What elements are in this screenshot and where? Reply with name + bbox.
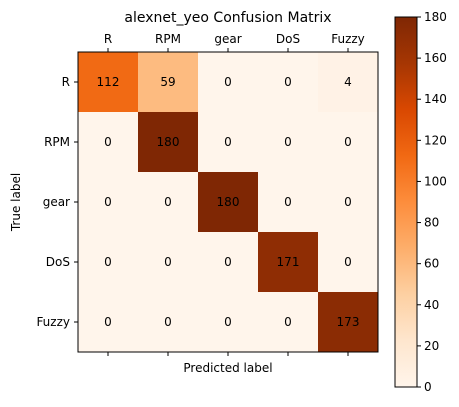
x-tick-label: DoS	[276, 32, 300, 46]
heatmap-cell	[258, 52, 319, 113]
heatmap-cells	[78, 52, 379, 353]
cell-value-label: 0	[104, 315, 112, 329]
cell-value-label: 180	[157, 135, 180, 149]
heatmap-cell	[198, 52, 259, 113]
heatmap-cell	[138, 172, 199, 233]
cell-value-label: 0	[284, 195, 292, 209]
cell-value-label: 4	[344, 75, 352, 89]
heatmap-cell	[78, 112, 139, 173]
heatmap-cell	[78, 172, 139, 233]
x-tick-label: Fuzzy	[331, 32, 365, 46]
cell-value-label: 0	[224, 255, 232, 269]
cell-value-label: 0	[344, 195, 352, 209]
heatmap-cell	[258, 172, 319, 233]
chart-title: alexnet_yeo Confusion Matrix	[124, 10, 331, 26]
colorbar-tick-label: 100	[424, 174, 447, 188]
y-tick-label: R	[62, 75, 70, 89]
cell-value-label: 0	[284, 75, 292, 89]
heatmap-cell	[318, 232, 379, 293]
cell-value-label: 180	[217, 195, 240, 209]
heatmap-cell	[318, 52, 379, 113]
y-tick-label: gear	[43, 195, 70, 209]
colorbar-tick-label: 140	[424, 92, 447, 106]
cell-value-label: 0	[104, 195, 112, 209]
cell-value-label: 0	[284, 315, 292, 329]
y-tick-label: Fuzzy	[36, 315, 70, 329]
colorbar-tick-label: 160	[424, 51, 447, 65]
x-tick-label: gear	[214, 32, 241, 46]
cell-value-label: 0	[164, 255, 172, 269]
colorbar	[394, 16, 418, 388]
colorbar-tick-label: 60	[424, 257, 439, 271]
cell-value-label: 0	[344, 135, 352, 149]
cell-value-label: 0	[224, 315, 232, 329]
cell-value-label: 0	[284, 135, 292, 149]
heatmap-cell	[138, 112, 199, 173]
heatmap-cell	[198, 292, 259, 353]
x-axis-ticks: R RPM gear DoS Fuzzy	[104, 32, 365, 356]
heatmap-cell	[78, 292, 139, 353]
x-axis-label: Predicted label	[183, 361, 272, 375]
heatmap-cell	[198, 172, 259, 233]
y-axis-label: True label	[9, 173, 23, 232]
x-tick-label: RPM	[155, 32, 181, 46]
heatmap-cell	[318, 172, 379, 233]
heatmap-cell	[258, 292, 319, 353]
y-tick-label: RPM	[44, 135, 70, 149]
cell-value-label: 59	[160, 75, 175, 89]
cell-value-label: 0	[224, 135, 232, 149]
cell-value-label: 173	[337, 315, 360, 329]
cell-value-label: 0	[104, 135, 112, 149]
colorbar-tick-label: 0	[424, 380, 432, 394]
heatmap-cell	[258, 112, 319, 173]
heatmap-cell	[138, 52, 199, 113]
heatmap-cell	[198, 112, 259, 173]
heatmap-cell	[318, 112, 379, 173]
colorbar-tick-label: 20	[424, 339, 439, 353]
x-tick-label: R	[104, 32, 112, 46]
cell-value-label: 0	[344, 255, 352, 269]
colorbar-tick-label: 40	[424, 298, 439, 312]
heatmap-cell	[78, 232, 139, 293]
cell-value-label: 112	[97, 75, 120, 89]
heatmap-cell	[318, 292, 379, 353]
colorbar-tick-label: 120	[424, 133, 447, 147]
colorbar-tick-label: 80	[424, 216, 439, 230]
cell-value-label: 0	[104, 255, 112, 269]
colorbar-ticks: 0 20 40 60 80 100 120 140 160 180	[417, 10, 447, 394]
heatmap-cell	[198, 232, 259, 293]
heatmap-cell	[78, 52, 139, 113]
heatmap-cell	[138, 232, 199, 293]
colorbar-tick-label: 180	[424, 10, 447, 24]
y-tick-label: DoS	[46, 255, 70, 269]
cell-value-label: 0	[224, 75, 232, 89]
y-axis-ticks: R RPM gear DoS Fuzzy	[36, 75, 78, 329]
heatmap-cell	[138, 292, 199, 353]
cell-value-labels: 112 59 0 0 4 0 180 0 0 0 0 0 180 0 0 0 0 0 171 0 0 0 0 0 173	[97, 75, 360, 329]
cell-value-label: 171	[277, 255, 300, 269]
cell-value-label: 0	[164, 195, 172, 209]
heatmap-cell	[258, 232, 319, 293]
cell-value-label: 0	[164, 315, 172, 329]
